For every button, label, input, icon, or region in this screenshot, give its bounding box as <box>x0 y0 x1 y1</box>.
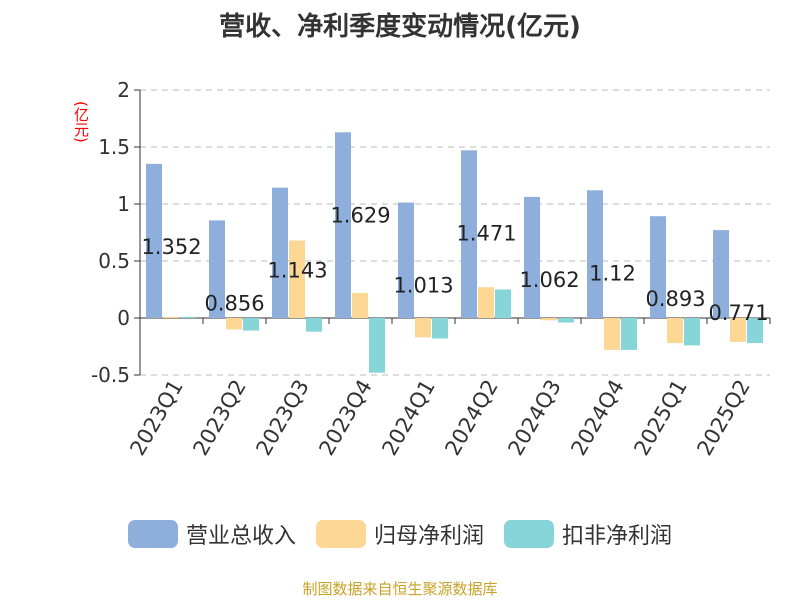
x-tick-label: 2023Q2 <box>188 376 250 460</box>
x-tick-label: 2023Q3 <box>251 376 313 460</box>
bar-deducted-profit <box>747 318 763 344</box>
bar-revenue <box>713 230 729 318</box>
bar-deducted-profit <box>369 318 385 373</box>
legend-label: 归母净利润 <box>373 524 484 549</box>
bar-net-profit <box>478 287 494 318</box>
legend-swatch <box>504 520 554 548</box>
bar-revenue <box>146 163 162 318</box>
y-tick-label: 0.5 <box>98 249 130 273</box>
bar-net-profit <box>226 318 242 330</box>
bar-net-profit <box>163 316 179 318</box>
legend-item[interactable]: 扣非净利润 <box>504 518 672 550</box>
legend-swatch <box>127 520 178 548</box>
y-tick-label: 1 <box>117 192 130 216</box>
y-tick-label: 1.5 <box>98 135 130 159</box>
bar-revenue <box>461 150 477 318</box>
data-label: 1.471 <box>456 221 516 245</box>
bar-revenue <box>587 190 603 318</box>
data-label: 1.062 <box>519 268 579 292</box>
x-tick-label: 2024Q2 <box>440 376 502 460</box>
x-tick-label: 2024Q1 <box>377 376 439 460</box>
data-label: 0.893 <box>645 287 705 311</box>
bar-net-profit <box>730 318 746 342</box>
y-tick-label: 2 <box>117 78 130 102</box>
x-tick-label: 2023Q4 <box>314 376 376 460</box>
x-tick-label: 2023Q1 <box>125 376 187 460</box>
bar-net-profit <box>604 318 620 350</box>
bar-deducted-profit <box>684 318 700 346</box>
bar-deducted-profit <box>495 289 511 318</box>
legend-item[interactable]: 归母净利润 <box>315 518 484 550</box>
bar-net-profit <box>415 318 431 338</box>
legend-label: 扣非净利润 <box>562 524 673 549</box>
x-tick-label: 2024Q3 <box>503 376 565 460</box>
source-note: 制图数据来自恒生聚源数据库 <box>302 580 498 598</box>
bar-revenue <box>209 220 225 318</box>
x-tick-label: 2024Q4 <box>566 376 628 460</box>
bar-revenue <box>650 216 666 318</box>
chart-title: 营收、净利季度变动情况(亿元) <box>219 12 581 42</box>
x-tick-label: 2025Q1 <box>629 376 691 460</box>
legend: 营业总收入 归母净利润 扣非净利润 <box>0 518 800 550</box>
data-label: 0.771 <box>708 301 768 325</box>
y-axis-unit: (亿元) <box>72 101 90 143</box>
data-label: 1.12 <box>589 261 636 285</box>
y-tick-label: -0.5 <box>91 363 130 387</box>
data-label: 1.352 <box>141 235 201 259</box>
x-tick-label: 2025Q2 <box>692 376 754 460</box>
bar-deducted-profit <box>243 318 259 331</box>
bar-net-profit <box>541 318 557 321</box>
legend-label: 营业总收入 <box>185 524 296 549</box>
bar-net-profit <box>667 318 683 344</box>
bar-deducted-profit <box>432 318 448 339</box>
bar-deducted-profit <box>621 318 637 350</box>
bar-net-profit <box>289 240 305 318</box>
bar-revenue <box>398 202 414 318</box>
data-label: 1.013 <box>393 274 453 298</box>
bar-revenue <box>335 132 351 318</box>
bar-revenue <box>524 196 540 318</box>
bar-deducted-profit <box>306 318 322 332</box>
bar-revenue <box>272 187 288 318</box>
data-label: 1.143 <box>267 259 327 283</box>
bar-net-profit <box>352 292 368 318</box>
bar-deducted-profit <box>558 318 574 323</box>
y-tick-label: 0 <box>117 306 130 330</box>
data-label: 0.856 <box>204 291 264 315</box>
bar-chart: -0.5 0 0.5 1 1.5 2 2023Q1 1.352 2023Q2 0.856 2023Q… <box>91 78 771 460</box>
legend-item[interactable]: 营业总收入 <box>127 518 296 550</box>
data-label: 1.629 <box>330 203 390 227</box>
bar-deducted-profit <box>180 316 196 318</box>
legend-swatch <box>315 520 366 548</box>
